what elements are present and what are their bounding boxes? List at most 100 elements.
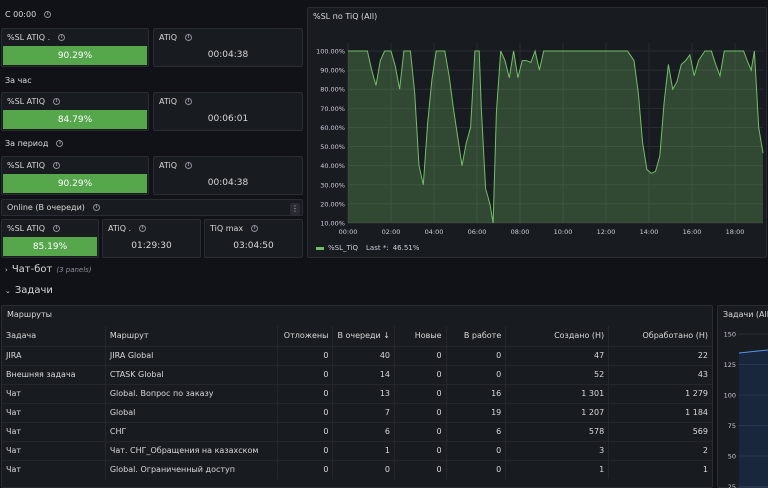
atiq-value: 00:06:01 bbox=[207, 114, 249, 124]
table-cell: 0 bbox=[394, 345, 447, 365]
info-icon[interactable]: i bbox=[185, 162, 193, 169]
info-icon[interactable]: i bbox=[44, 11, 52, 18]
table-cell: 19 bbox=[445, 402, 506, 422]
info-icon[interactable]: i bbox=[56, 140, 64, 147]
table-cell: 43 bbox=[608, 364, 712, 384]
panel-header: Online (В очереди) i bbox=[7, 203, 100, 212]
column-header[interactable]: В работе bbox=[445, 326, 506, 346]
table-cell: 0 bbox=[394, 459, 447, 479]
routes-table: Задача Маршрут Отложены В очереди ↓ Новые В р… bbox=[2, 326, 712, 479]
section-chatbot[interactable]: › Чат-бот (3 panels) bbox=[5, 264, 92, 275]
column-header[interactable]: Отложены bbox=[276, 326, 333, 346]
table-cell: 1 bbox=[505, 459, 609, 479]
table-row[interactable]: JIRA JIRA Global 0 40 0 0 47 22 bbox=[2, 345, 712, 365]
online-atiq-panel: ATiQ . i 01:29:30 bbox=[102, 219, 201, 258]
table-cell: Чат bbox=[2, 421, 106, 441]
info-icon[interactable]: i bbox=[185, 98, 193, 105]
table-cell: 47 bbox=[505, 345, 609, 365]
info-icon[interactable]: i bbox=[58, 34, 66, 41]
info-icon[interactable]: i bbox=[92, 204, 100, 211]
table-row[interactable]: Чат Чат. СНГ_Обращения на казахском 0 1 0 0 3 2 bbox=[2, 440, 712, 460]
row-title-text: За период bbox=[5, 139, 49, 148]
table-cell: 1 301 bbox=[505, 383, 609, 403]
panel-title: ATiQ bbox=[159, 33, 178, 42]
table-cell: 0 bbox=[445, 440, 506, 460]
panel-title: ATiQ bbox=[159, 161, 178, 170]
sl-atiq-panel-3: %SL ATIQ i 90.29% bbox=[1, 156, 149, 195]
routes-table-wrap: Задача Маршрут Отложены В очереди ↓ Новые В р… bbox=[2, 326, 712, 479]
table-row[interactable]: Внешняя задача CTASK Global 0 14 0 0 52 43 bbox=[2, 364, 712, 384]
table-row[interactable]: Чат Global. Вопрос по заказу 0 13 0 16 1 301 1 … bbox=[2, 383, 712, 403]
table-row[interactable]: Чат Global. Ограниченный доступ 0 0 0 0 1 1 bbox=[2, 459, 712, 479]
x-tick-label: 14:00 bbox=[640, 228, 659, 236]
y-tick-label: 100 bbox=[724, 392, 736, 400]
atiq-value: 01:29:30 bbox=[131, 241, 172, 251]
sl-atiq-panel-1: %SL ATIQ . i 90.29% bbox=[1, 28, 149, 67]
column-header[interactable]: Создано (Н) bbox=[505, 326, 609, 346]
table-cell: 0 bbox=[276, 402, 333, 422]
row-title-period: За период i bbox=[5, 139, 64, 148]
panel-title: TiQ max bbox=[210, 224, 244, 233]
table-cell: 40 bbox=[332, 345, 395, 365]
info-icon[interactable]: i bbox=[251, 225, 259, 232]
column-header[interactable]: Маршрут bbox=[104, 326, 277, 346]
table-cell: 1 207 bbox=[505, 402, 609, 422]
table-cell: 2 bbox=[608, 440, 712, 460]
sl-value-bar: 90.29% bbox=[3, 174, 147, 193]
table-cell: 6 bbox=[445, 421, 506, 441]
info-icon[interactable]: i bbox=[139, 225, 147, 232]
column-header[interactable]: Новые bbox=[394, 326, 447, 346]
legend-series-name: %SL_TiQ bbox=[328, 244, 359, 252]
panel-header: ATiQ i bbox=[159, 97, 193, 106]
table-cell: 14 bbox=[332, 364, 395, 384]
column-header[interactable]: В очереди ↓ bbox=[332, 326, 395, 346]
table-cell: 22 bbox=[608, 345, 712, 365]
sl-atiq-panel-2: %SL ATIQ i 84.79% bbox=[1, 92, 149, 131]
info-icon[interactable]: i bbox=[53, 162, 61, 169]
sl-tiq-chart[interactable]: 100.00% 90.00% 80.00% 70.00% 60.00% 50.00% 40.… bbox=[308, 8, 768, 259]
table-cell: 1 bbox=[608, 459, 712, 479]
table-cell: 0 bbox=[276, 459, 333, 479]
section-tasks[interactable]: ⌄ Задачи bbox=[5, 285, 53, 296]
tasks-all-panel: Задачи (All) 150 125 100 75 50 25 bbox=[717, 305, 768, 488]
panel-header: %SL ATIQ i bbox=[7, 161, 61, 170]
panel-title: ATiQ . bbox=[108, 224, 132, 233]
x-tick-label: 04:00 bbox=[425, 228, 444, 236]
info-icon[interactable]: i bbox=[53, 98, 61, 105]
atiq-value: 00:04:38 bbox=[207, 178, 249, 188]
panel-header: Маршруты bbox=[7, 310, 52, 319]
table-cell: Чат bbox=[2, 383, 106, 403]
panel-menu-icon[interactable]: ⋮ bbox=[290, 203, 300, 215]
table-cell: 0 bbox=[394, 383, 447, 403]
sl-value-bar: 84.79% bbox=[3, 110, 147, 129]
tasks-chart[interactable]: 150 125 100 75 50 25 bbox=[718, 306, 768, 488]
column-header[interactable]: Обработано (Н) bbox=[608, 326, 712, 346]
panel-header: ATiQ i bbox=[159, 161, 193, 170]
panel-header: %SL ATIQ i bbox=[7, 97, 61, 106]
table-cell: Внешняя задача bbox=[2, 364, 106, 384]
section-title: Чат-бот bbox=[11, 264, 53, 275]
column-header[interactable]: Задача bbox=[6, 331, 37, 341]
row-title-text: С 00:00 bbox=[5, 10, 37, 19]
panel-header: ATiQ i bbox=[159, 33, 193, 42]
panel-title: Online (В очереди) bbox=[7, 203, 85, 212]
table-row[interactable]: Чат Global 0 7 0 19 1 207 1 184 bbox=[2, 402, 712, 422]
table-body: JIRA JIRA Global 0 40 0 0 47 22 Внешняя задача CT… bbox=[2, 345, 712, 479]
panel-title: %SL ATIQ bbox=[7, 97, 46, 106]
table-row[interactable]: Чат СНГ 0 6 0 6 578 569 bbox=[2, 421, 712, 441]
legend-last-value: 46.51% bbox=[392, 244, 420, 252]
online-header: Online (В очереди) i ⋮ bbox=[1, 199, 303, 216]
table-cell: 0 bbox=[445, 364, 506, 384]
info-icon[interactable]: i bbox=[53, 225, 61, 232]
y-tick-label: 90.00% bbox=[320, 67, 345, 75]
table-cell: 0 bbox=[394, 440, 447, 460]
table-cell: 1 279 bbox=[608, 383, 712, 403]
atiq-value: 00:04:38 bbox=[207, 50, 249, 60]
table-cell: JIRA Global bbox=[104, 345, 277, 365]
y-tick-label: 60.00% bbox=[320, 124, 345, 132]
table-cell: 0 bbox=[394, 402, 447, 422]
info-icon[interactable]: i bbox=[185, 34, 193, 41]
chart-legend[interactable]: %SL_TiQ Last *: 46.51% bbox=[316, 244, 419, 252]
x-tick-label: 08:00 bbox=[511, 228, 530, 236]
panel-header: %SL ATIQ i bbox=[7, 224, 61, 233]
